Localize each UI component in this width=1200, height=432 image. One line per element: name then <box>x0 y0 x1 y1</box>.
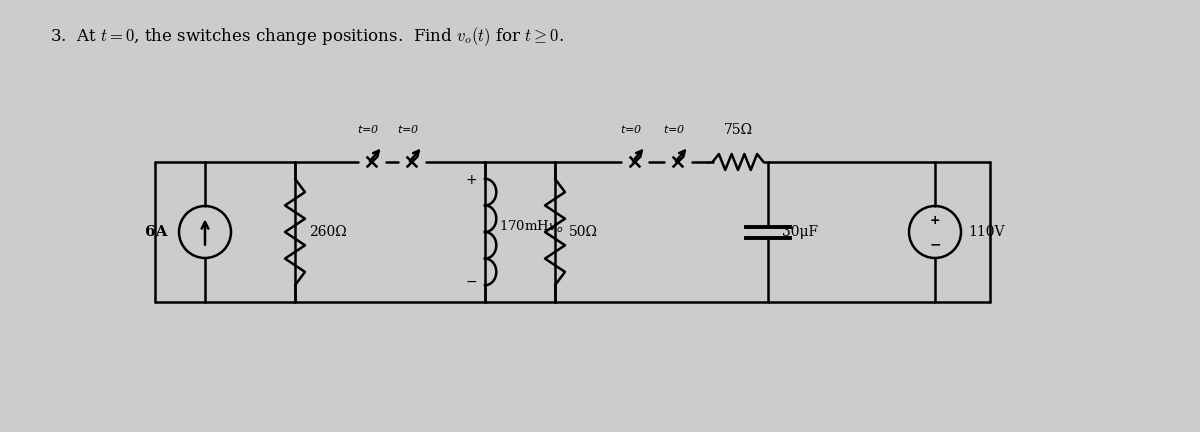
Text: 50Ω: 50Ω <box>569 225 598 239</box>
Text: $t$=0: $t$=0 <box>397 123 419 135</box>
Text: 3.  At $t = 0$, the switches change positions.  Find $v_o(t)$ for $t \geq 0$.: 3. At $t = 0$, the switches change posit… <box>50 25 564 48</box>
Text: 170mH$v_o$: 170mH$v_o$ <box>499 219 564 235</box>
Text: 75Ω: 75Ω <box>724 123 752 137</box>
Text: 30μF: 30μF <box>782 225 818 239</box>
Text: −: − <box>466 275 476 289</box>
Text: +: + <box>930 214 941 227</box>
Text: +: + <box>466 173 476 187</box>
Text: $t$=0: $t$=0 <box>356 123 379 135</box>
Text: $t$=0: $t$=0 <box>619 123 642 135</box>
Text: 6A: 6A <box>144 225 167 239</box>
Text: −: − <box>929 238 941 251</box>
Text: 260Ω: 260Ω <box>310 225 347 239</box>
Text: 110V: 110V <box>968 225 1004 239</box>
Text: $t$=0: $t$=0 <box>662 123 685 135</box>
